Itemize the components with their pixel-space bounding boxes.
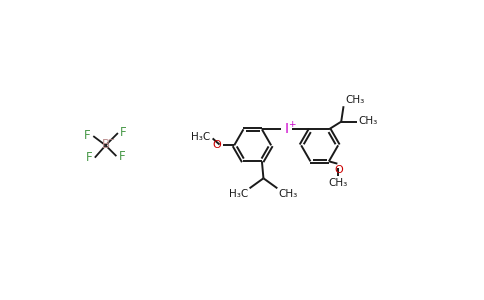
Text: F: F — [120, 126, 127, 139]
Text: −: − — [107, 136, 115, 145]
Text: I: I — [284, 122, 288, 136]
Text: CH₃: CH₃ — [279, 189, 298, 199]
Text: F: F — [86, 151, 92, 164]
Text: F: F — [119, 150, 125, 163]
Text: H₃C: H₃C — [229, 189, 248, 199]
Text: CH₃: CH₃ — [358, 116, 378, 126]
Text: B: B — [102, 138, 110, 151]
Text: O: O — [334, 165, 343, 175]
Text: +: + — [288, 120, 296, 129]
Text: CH₃: CH₃ — [345, 95, 364, 105]
Text: H₃C: H₃C — [191, 132, 211, 142]
Text: F: F — [84, 129, 91, 142]
Text: CH₃: CH₃ — [329, 178, 348, 188]
Text: O: O — [212, 140, 221, 150]
